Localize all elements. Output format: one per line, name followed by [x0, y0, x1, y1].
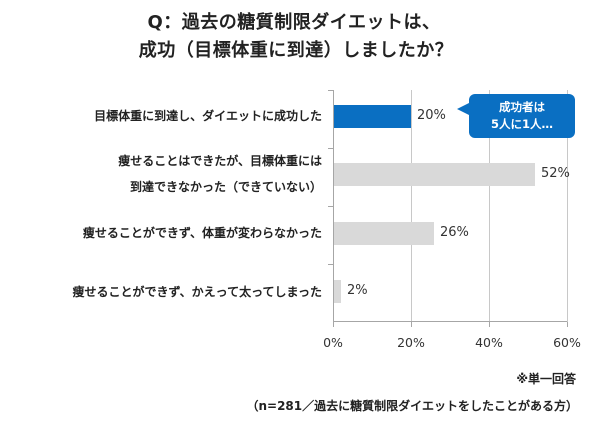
chart-title-line-1: Q：過去の糖質制限ダイエットは、 [147, 12, 441, 33]
gridline-60 [567, 90, 568, 322]
category-label-no-change: 痩せることができず、体重が変わらなかった [82, 226, 322, 240]
chart-title-line-2: 成功（目標体重に到達）しましたか？ [138, 40, 454, 61]
bar-no-change [334, 222, 434, 245]
category-label-gained: 痩せることができず、かえって太ってしまった [72, 285, 322, 299]
y-tick [328, 90, 333, 91]
callout-line-1: 成功者は [499, 100, 545, 114]
bar-success [334, 105, 411, 128]
gridline-40 [489, 90, 490, 322]
bar-partial [334, 163, 535, 186]
x-tick-label-60: 60% [553, 335, 581, 350]
y-axis [333, 90, 334, 322]
callout-annotation: 成功者は 5人に1人… [457, 94, 575, 138]
x-tick [489, 322, 490, 327]
x-tick [411, 322, 412, 327]
category-label-partial-line-1: 痩せることはできたが、目標体重には [118, 154, 322, 168]
value-label-partial: 52% [541, 166, 570, 181]
x-tick-label-0: 0% [323, 335, 343, 350]
bar-gained [334, 280, 341, 303]
y-tick [328, 148, 333, 149]
value-label-no-change: 26% [440, 225, 469, 240]
category-label-success: 目標体重に到達し、ダイエットに成功した [94, 109, 322, 123]
x-tick-label-40: 40% [475, 335, 503, 350]
gridline-20 [411, 90, 412, 322]
callout-line-2: 5人に1人… [490, 117, 553, 131]
x-tick [567, 322, 568, 327]
plot-area: 20% 52% 26% 2% [328, 90, 570, 327]
value-label-success: 20% [417, 108, 446, 123]
value-label-gained: 2% [347, 283, 368, 298]
y-tick [328, 206, 333, 207]
category-label-partial-line-2: 到達できなかった（できていない） [129, 180, 322, 194]
y-tick [328, 264, 333, 265]
x-tick-label-20: 20% [397, 335, 425, 350]
x-axis [333, 321, 567, 322]
single-answer-note: ※単一回答 [516, 372, 576, 386]
x-tick [333, 322, 334, 327]
sample-size-note: （n=281／過去に糖質制限ダイエットをしたことがある方） [246, 399, 578, 413]
